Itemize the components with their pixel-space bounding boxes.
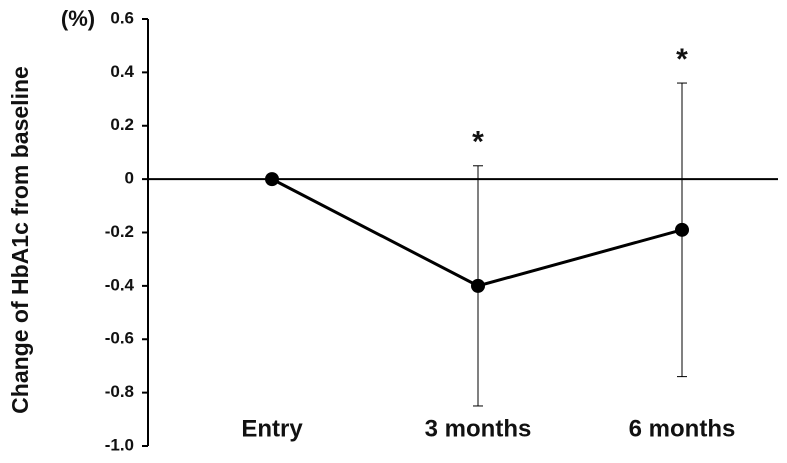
y-tick-label: -0.2: [105, 222, 134, 241]
y-tick-label: -0.4: [105, 275, 135, 294]
y-tick-label: -0.6: [105, 329, 134, 348]
series-line: [271, 177, 683, 288]
y-tick-label: 0.4: [110, 62, 134, 81]
y-unit: (%): [61, 6, 95, 31]
annotation: *: [676, 43, 688, 76]
annotation: *: [472, 126, 484, 159]
data-point: [471, 278, 485, 293]
y-tick-label: -1.0: [105, 435, 134, 454]
y-tick-label: 0.6: [110, 8, 134, 27]
x-tick-label: 6 months: [629, 415, 736, 442]
data-point: [675, 222, 689, 237]
data-point: [265, 172, 279, 187]
y-tick-label: 0: [125, 169, 134, 188]
y-tick-label: 0.2: [110, 115, 134, 134]
y-tick-label: -0.8: [105, 382, 134, 401]
x-tick-label: 3 months: [425, 415, 532, 442]
y-axis-label: Change of HbA1c from baseline: [7, 66, 33, 414]
x-tick-label: Entry: [241, 415, 303, 442]
